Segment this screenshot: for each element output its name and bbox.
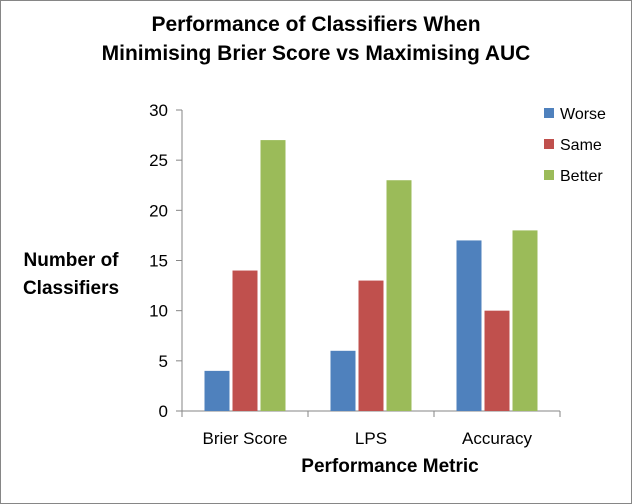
bar-better [386,180,412,411]
bar-worse [330,350,356,411]
bar-worse [204,370,230,411]
legend-swatch-same [544,139,554,149]
bar-same [358,280,384,411]
y-tick-label: 0 [159,402,168,421]
legend-swatch-better [544,170,554,180]
y-axis-label-line-2: Classifiers [22,278,120,299]
y-tick-label: 15 [149,252,168,271]
chart-title-line-2: Minimising Brier Score vs Maximising AUC [101,42,531,65]
legend-label-same: Same [560,137,602,154]
y-axis-label-line-1: Number of [23,250,119,271]
x-tick-label: Brier Score [202,429,287,448]
legend-label-worse: Worse [560,106,606,123]
y-axis-label: Number of Classifiers [6,247,136,303]
y-tick-label: 10 [149,302,168,321]
bar-same [484,310,510,411]
y-tick-label: 30 [149,101,168,120]
y-tick-label: 25 [149,151,168,170]
y-tick-label: 20 [149,201,168,220]
legend-label-better: Better [560,168,603,185]
bar-better [512,230,538,411]
bar-better [260,140,286,411]
legend-swatch-worse [544,108,554,118]
x-axis-label: Performance Metric [301,456,479,477]
x-tick-label: Accuracy [462,429,532,448]
chart-title-line-1: Performance of Classifiers When [151,13,481,36]
bar-same [232,270,258,411]
bar-worse [456,240,482,411]
x-tick-label: LPS [355,429,387,448]
y-tick-label: 5 [159,352,168,371]
